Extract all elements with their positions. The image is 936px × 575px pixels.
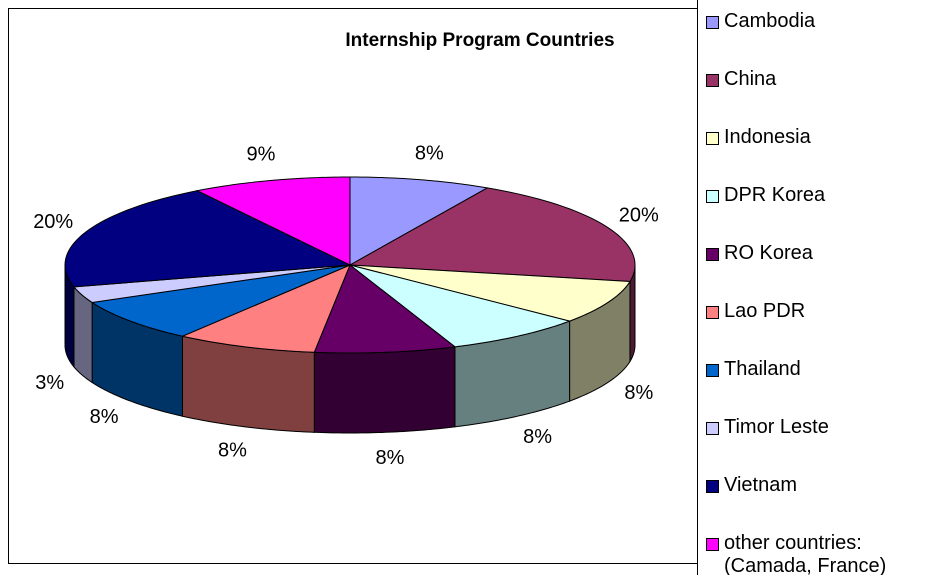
legend-label: RO Korea: [724, 242, 813, 264]
legend-swatch: [706, 538, 719, 551]
legend-item: RO Korea: [706, 242, 921, 265]
legend-swatch: [706, 132, 719, 145]
pie-slice: [195, 176, 351, 266]
legend-label: Thailand: [724, 358, 801, 380]
data-label: 9%: [246, 143, 275, 165]
data-label: 8%: [415, 142, 444, 164]
data-label: 8%: [376, 447, 405, 469]
legend-item: Timor Leste: [706, 416, 921, 439]
legend-item: Thailand: [706, 358, 921, 381]
legend-label: DPR Korea: [724, 184, 826, 206]
data-label: 8%: [523, 426, 552, 448]
legend-label: Cambodia: [724, 10, 816, 32]
pie-slice: [72, 264, 351, 303]
data-label: 3%: [35, 372, 64, 394]
pie-slice: [349, 176, 489, 266]
pie-slice: [180, 264, 351, 353]
data-label: 20%: [33, 211, 73, 233]
legend-label: Indonesia: [724, 126, 811, 148]
legend-swatch: [706, 190, 719, 203]
pie-slice: [90, 264, 351, 337]
data-label: 20%: [619, 205, 659, 227]
data-label: 8%: [624, 382, 653, 404]
legend-item: other countries: (Camada, France): [706, 532, 921, 575]
legend: Cambodia China Indonesia DPR Korea RO Korea L…: [698, 0, 936, 575]
legend-swatch: [706, 306, 719, 319]
pie-slice: [348, 187, 636, 283]
legend-swatch: [706, 248, 719, 261]
legend-item: Lao PDR: [706, 300, 921, 323]
legend-label: China: [724, 68, 777, 90]
legend-item: Indonesia: [706, 126, 921, 149]
legend-swatch: [706, 16, 719, 29]
pie-side: [313, 346, 456, 434]
pie-slice: [313, 264, 457, 354]
legend-label: Lao PDR: [724, 300, 806, 322]
pie-slice: [349, 264, 572, 348]
pie-slice: [349, 264, 631, 322]
legend-swatch: [706, 422, 719, 435]
legend-label: Vietnam: [724, 474, 798, 496]
legend-item: Cambodia: [706, 10, 921, 33]
legend-swatch: [706, 480, 719, 493]
chart-title: Internship Program Countries: [345, 30, 614, 51]
legend-label: Timor Leste: [724, 416, 829, 438]
legend-item: Vietnam: [706, 474, 921, 497]
pie-slice: [64, 190, 352, 288]
legend-item: China: [706, 68, 921, 91]
legend-swatch: [706, 364, 719, 377]
legend-item: DPR Korea: [706, 184, 921, 207]
legend-swatch: [706, 74, 719, 87]
data-label: 8%: [90, 406, 119, 428]
data-label: 8%: [218, 440, 247, 462]
legend-label: other countries: (Camada, France): [724, 532, 887, 575]
